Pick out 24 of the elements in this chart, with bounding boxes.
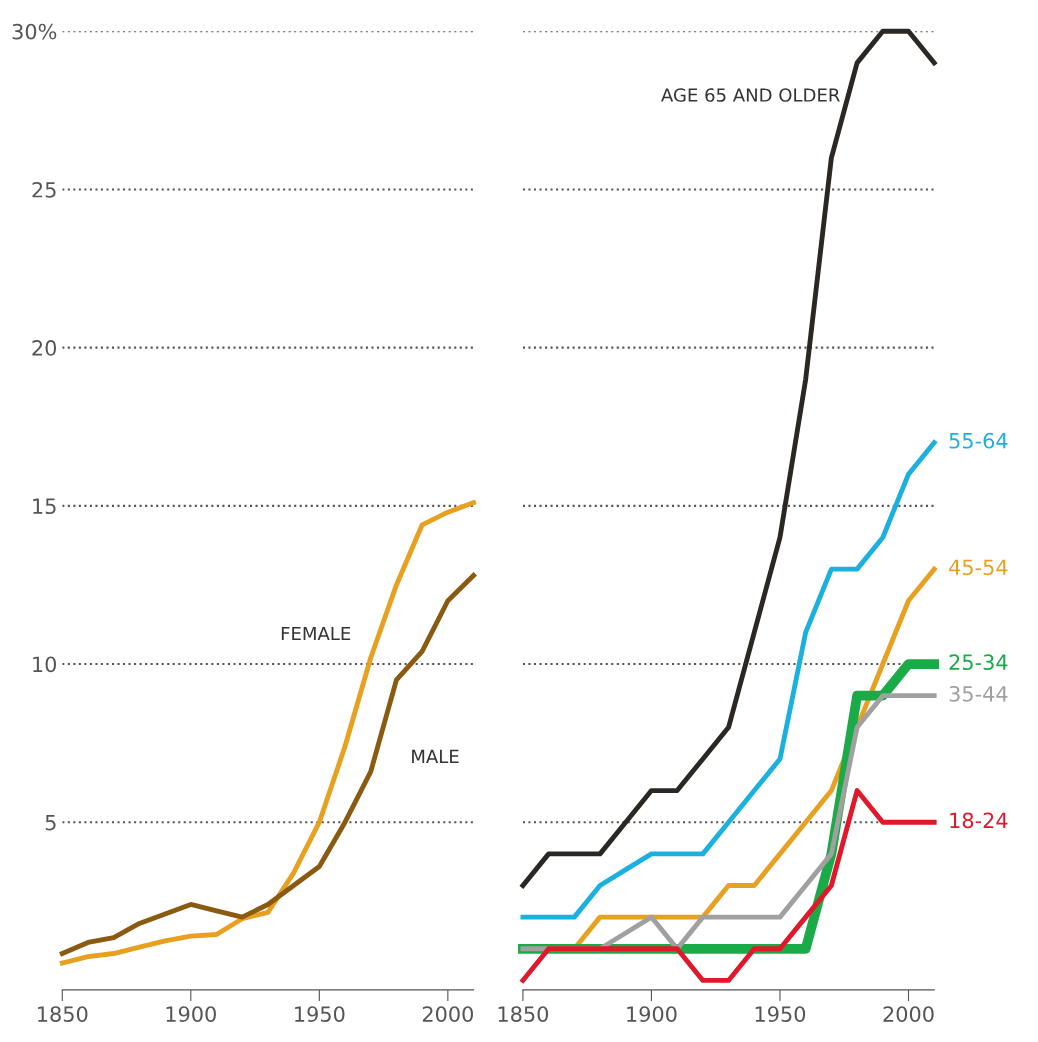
series-label: MALE [412, 749, 459, 764]
x-tick-label: 2000 [422, 1006, 473, 1022]
y-tick-label: 10 [33, 656, 57, 673]
x-tick-label: 1850 [38, 1006, 88, 1022]
x-tick-label: 2000 [883, 1006, 934, 1022]
x-tick-label: 1900 [166, 1006, 216, 1022]
series-label: 18-24 [950, 812, 1008, 829]
series-label: 45-54 [949, 559, 1008, 576]
x-tick-label: 1900 [627, 1006, 677, 1022]
x-tick-label: 1850 [498, 1006, 549, 1022]
series-label: FEMALE [281, 626, 351, 641]
y-tick-label: 20 [32, 340, 57, 356]
x-tick-label: 1950 [755, 1006, 806, 1022]
y-tick-label: 25 [32, 181, 56, 198]
series-label: 35-44 [949, 685, 1008, 702]
y-tick-label: 30% [12, 23, 57, 40]
series-label: 55-64 [949, 432, 1008, 449]
line-series [59, 573, 476, 956]
series-label: AGE 65 AND OLDER [661, 88, 840, 102]
y-tick-label: 15 [33, 498, 56, 515]
y-tick-label: 5 [45, 814, 56, 831]
x-tick-label: 1950 [295, 1006, 345, 1022]
series-label: 25-34 [949, 654, 1008, 671]
line-series [59, 500, 476, 966]
